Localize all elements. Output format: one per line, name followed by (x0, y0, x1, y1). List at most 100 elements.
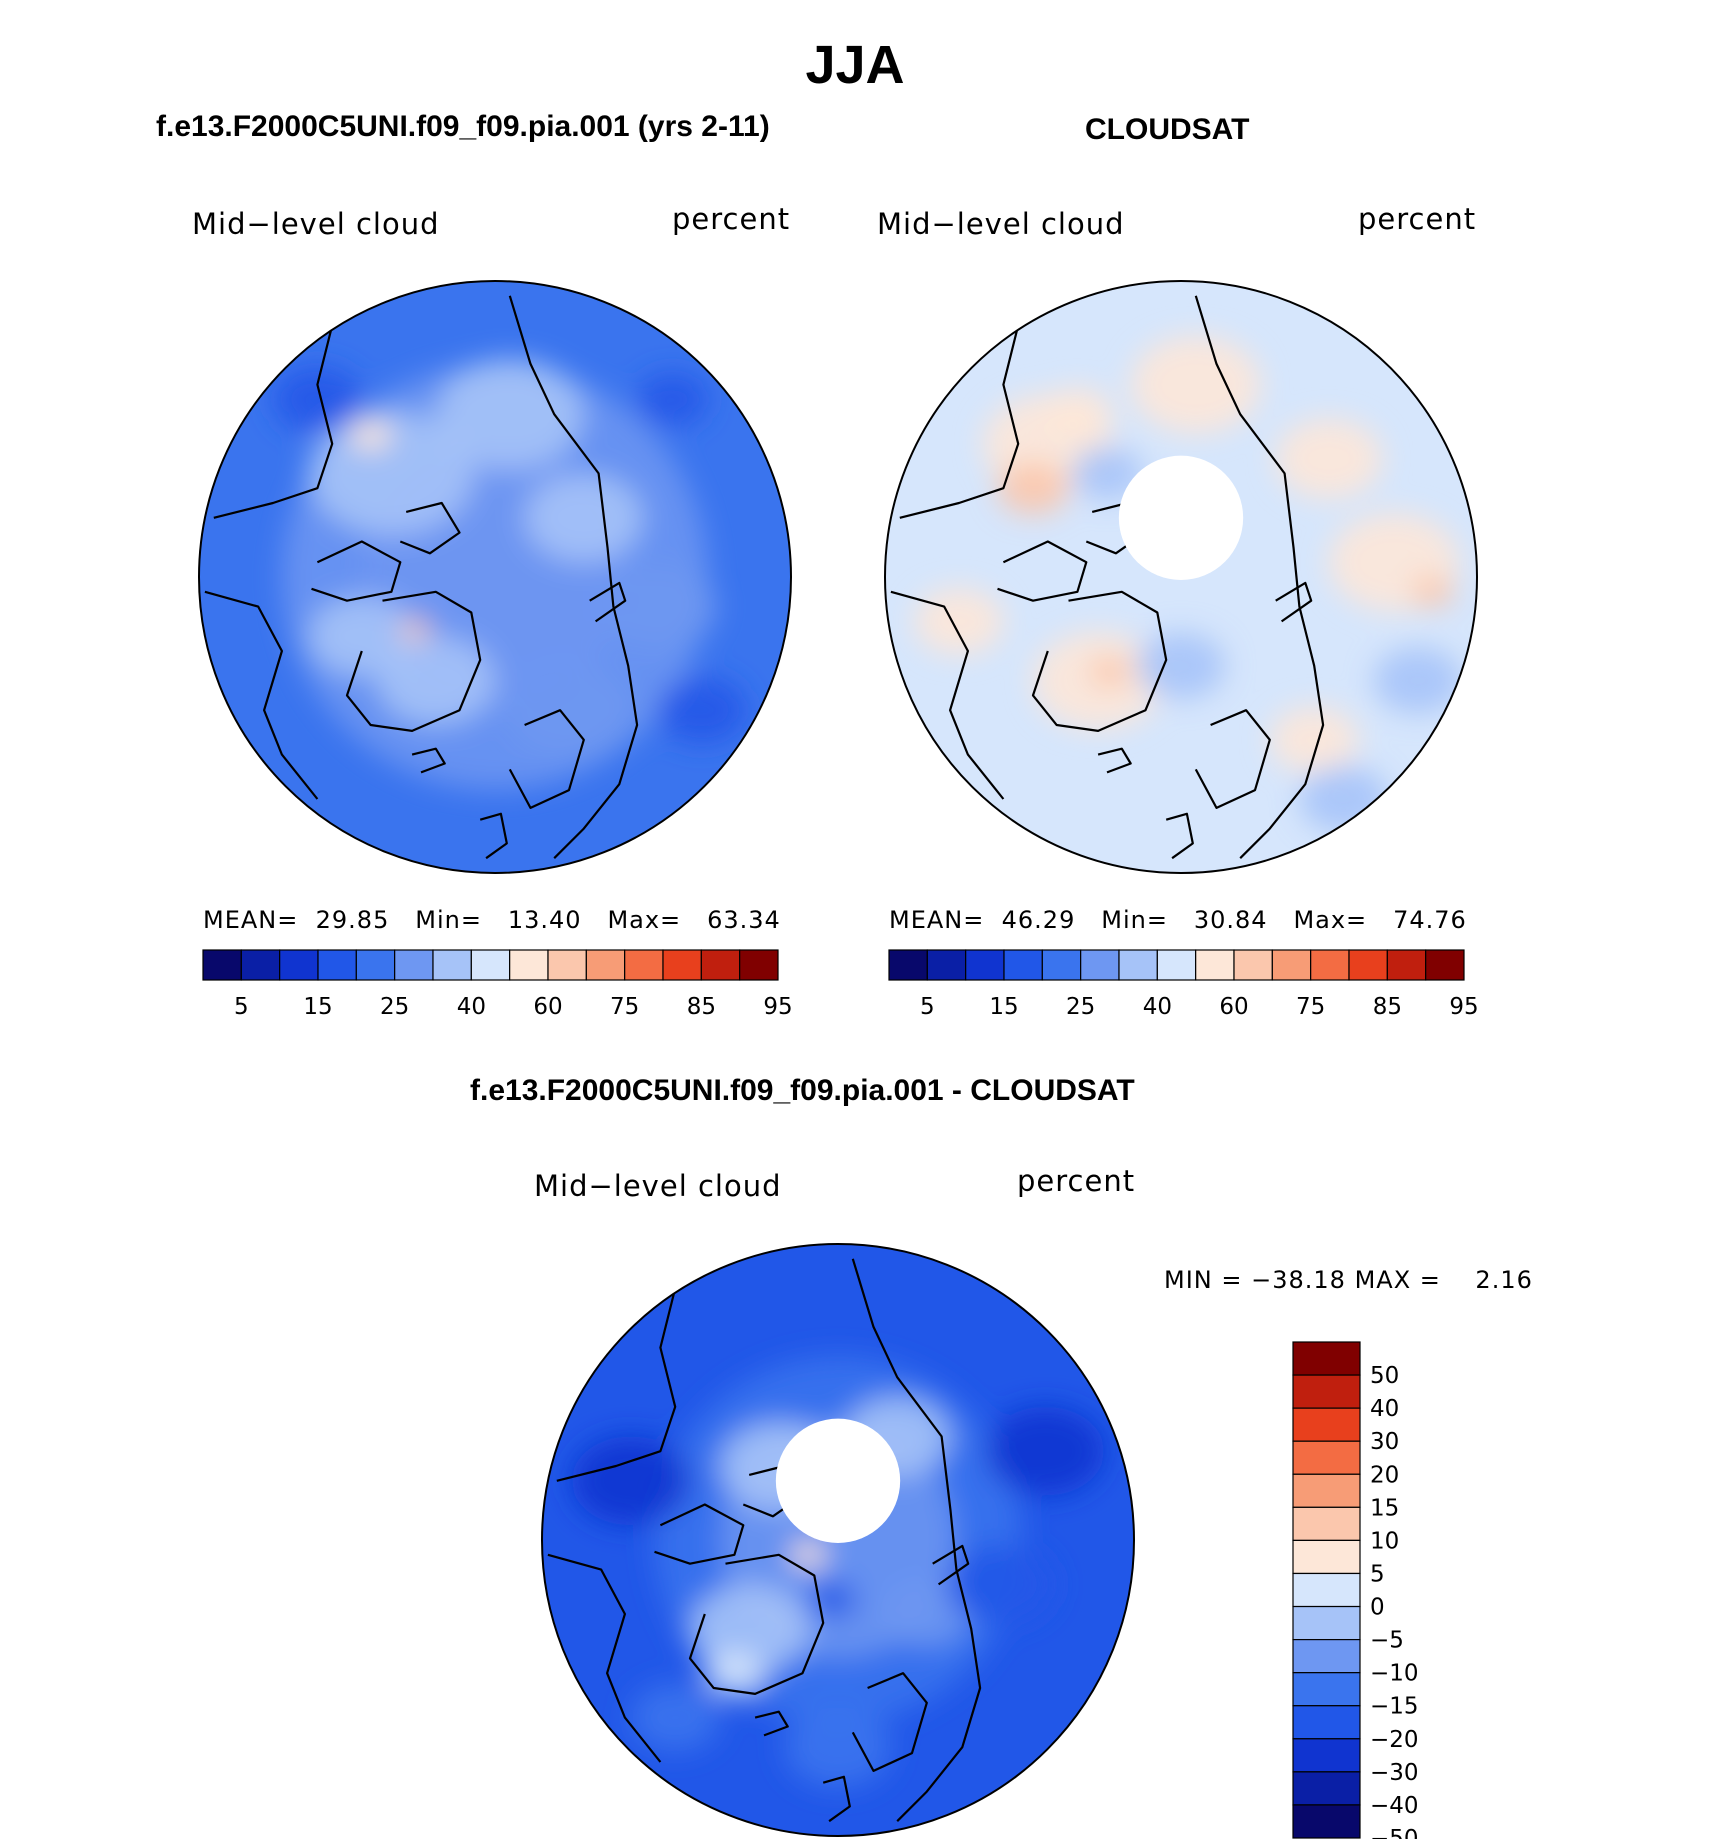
coastline (890, 590, 1005, 800)
coastline (754, 1710, 789, 1737)
main-title: JJA (805, 35, 905, 95)
colorbar-tick-label: 40 (457, 994, 486, 1020)
diff-title: f.e13.F2000C5UNI.f09_f09.pia.001 - CLOUD… (470, 1074, 1135, 1107)
colorbar-swatch (1156, 949, 1197, 981)
colorbar-swatch (739, 949, 779, 981)
contour-region (1130, 335, 1261, 434)
coastline (589, 581, 627, 623)
colorbar-swatch (1292, 1440, 1361, 1475)
colorbar-swatch (240, 949, 281, 981)
coastline (1031, 590, 1168, 732)
diff-min-value: −38.18 (1251, 1266, 1346, 1294)
colorbar-swatch (1118, 949, 1158, 981)
colorbar-tick-label: 50 (1370, 1363, 1399, 1389)
colorbar-swatch (1292, 1738, 1361, 1773)
coastline (345, 590, 482, 732)
colorbar-tick-label: −15 (1370, 1694, 1419, 1720)
panel2-max-label: Max= (1293, 906, 1368, 934)
colorbar-swatch (1292, 1705, 1361, 1740)
colorbar-tick-label: 15 (989, 994, 1018, 1020)
coastline (1275, 581, 1313, 623)
colorbar-tick-label: −30 (1370, 1760, 1419, 1786)
panel1-title: f.e13.F2000C5UNI.f09_f09.pia.001 (yrs 2-… (156, 110, 770, 143)
colorbar-tick-label: 60 (533, 994, 562, 1020)
colorbar-swatch (394, 949, 434, 981)
panel1-stats: MEAN= 29.85 Min= 13.40 Max= 63.34 (203, 906, 781, 934)
panel1-units-label: percent (672, 202, 791, 236)
coastline (1194, 709, 1271, 809)
colorbar-swatch (926, 949, 967, 981)
colorbar-swatch (1425, 949, 1465, 981)
contour-region (1041, 387, 1113, 441)
colorbar-swatch (1292, 1605, 1361, 1641)
coastline (688, 1553, 825, 1695)
panel2-units-label: percent (1358, 202, 1477, 236)
colorbar-swatch (1292, 1341, 1361, 1376)
colorbar-tick-label: 0 (1370, 1595, 1385, 1621)
contour-region (637, 372, 709, 427)
colorbar-swatch (1292, 1374, 1361, 1409)
colorbar-swatch (1003, 949, 1043, 981)
colorbar-tick-label: 85 (687, 994, 716, 1020)
colorbar-tick-label: −50 (1370, 1826, 1419, 1839)
contour-region (524, 473, 643, 563)
contour-region (571, 1436, 690, 1526)
colorbar-tick-label: 20 (1370, 1462, 1399, 1488)
colorbar-swatch (547, 949, 587, 981)
diff-min-label: MIN = (1164, 1266, 1243, 1294)
coastline (997, 540, 1088, 602)
panel2-mean-value: 46.29 (1001, 906, 1076, 934)
panel1-min-value: 13.40 (507, 906, 582, 934)
diff-map (541, 1243, 1135, 1837)
contour-region (704, 1651, 765, 1696)
coastline (547, 1553, 662, 1763)
panel1-colorbar: 5 15 25 40 60 75 85 95 (202, 949, 793, 1020)
panel2-mean-label: MEAN= (889, 906, 985, 934)
panel2-max-value: 74.76 (1393, 906, 1467, 934)
colorbar-swatch (1233, 949, 1273, 981)
colorbar-swatch (470, 949, 511, 981)
coastline (1194, 295, 1325, 859)
colorbar-swatch (1271, 949, 1312, 981)
map-border (884, 280, 1478, 874)
colorbar-tick-label: 5 (234, 994, 249, 1020)
colorbar-swatch (1292, 1539, 1361, 1575)
panel1-mean-label: MEAN= (203, 906, 299, 934)
colorbar-swatch (317, 949, 357, 981)
colorbar-tick-label: 15 (303, 994, 332, 1020)
colorbar-swatch (965, 949, 1005, 981)
contour-region (598, 562, 717, 651)
diff-stats: MIN = −38.18 MAX = 2.16 (1164, 1266, 1533, 1294)
contour-region (1299, 765, 1389, 833)
colorbar-swatch (279, 949, 319, 981)
contour-region (1373, 647, 1463, 714)
coastline (932, 1544, 970, 1586)
colorbar-swatch (700, 949, 741, 981)
contour-region (790, 1541, 827, 1569)
colorbar-swatch (662, 949, 702, 981)
coastline (508, 295, 639, 859)
panel1-min-label: Min= (415, 906, 482, 934)
panel2-stats: MEAN= 46.29 Min= 30.84 Max= 74.76 (889, 906, 1467, 934)
colorbar-swatch (1292, 1572, 1361, 1608)
contour-region (985, 1406, 1105, 1496)
contour-region (273, 366, 362, 433)
colorbar-tick-label: 25 (380, 994, 409, 1020)
contour-region (784, 1707, 892, 1788)
panel2-min-value: 30.84 (1193, 906, 1268, 934)
contour-region (1411, 576, 1454, 608)
contour-region (1269, 706, 1359, 774)
colorbar-tick-label: −40 (1370, 1793, 1419, 1819)
coastline (204, 590, 319, 800)
contour-region (435, 358, 584, 470)
colorbar-swatch (624, 949, 664, 981)
coastline (654, 1503, 745, 1565)
panel1-variable-label: Mid−level cloud (192, 207, 440, 241)
colorbar-swatch (1292, 1672, 1361, 1707)
colorbar-tick-label: 85 (1373, 994, 1402, 1020)
coastline (1097, 747, 1132, 774)
colorbar-swatch (1292, 1407, 1361, 1442)
colorbar-swatch (1292, 1771, 1361, 1806)
